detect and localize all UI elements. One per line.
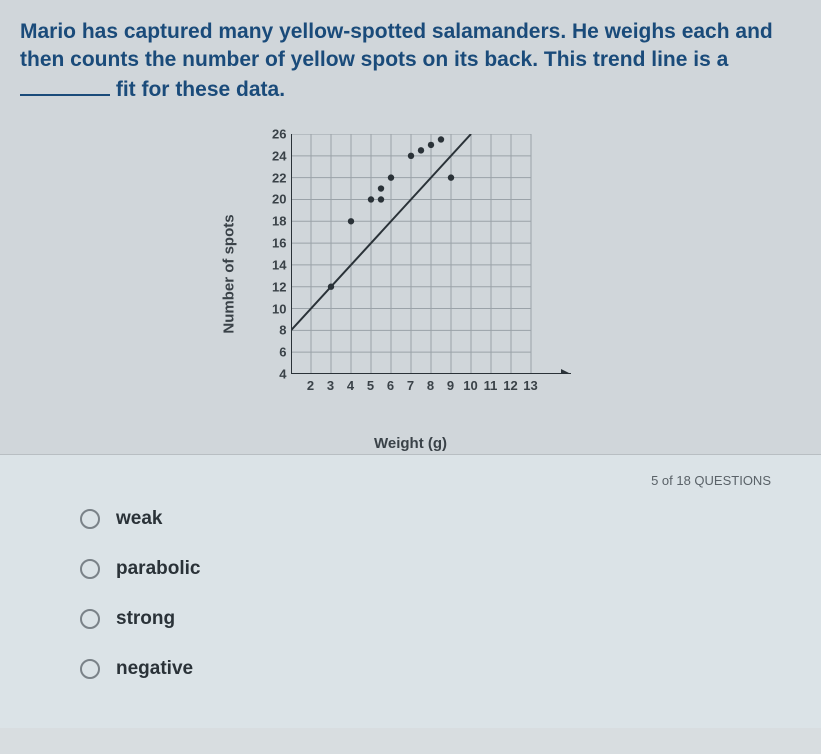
chart-container: Number of spots 468101214161820222426234… [20,124,801,444]
x-tick-label: 11 [484,378,498,393]
radio-icon [80,659,100,679]
plot-area: 4681012141618202224262345678910111213 [291,134,571,374]
y-tick-label: 10 [272,301,286,316]
option-label: strong [116,608,175,630]
radio-icon [80,559,100,579]
x-axis-label: Weight (g) [374,435,447,452]
chart-svg [291,134,571,374]
y-tick-label: 24 [272,148,286,163]
fill-blank [20,75,110,96]
x-tick-label: 10 [463,378,477,393]
question-progress: 5 of 18 QUESTIONS [20,473,801,488]
x-tick-label: 4 [347,378,354,393]
question-panel: Mario has captured many yellow-spotted s… [0,0,821,455]
option-label: weak [116,508,162,530]
y-axis-label: Number of spots [220,214,237,333]
y-tick-label: 8 [279,323,286,338]
scatter-chart: Number of spots 468101214161820222426234… [241,134,581,414]
x-tick-label: 6 [387,378,394,393]
question-text-after: fit for these data. [110,78,285,101]
x-tick-label: 8 [427,378,434,393]
option-negative[interactable]: negative [80,658,801,680]
x-tick-label: 5 [367,378,374,393]
option-weak[interactable]: weak [80,508,801,530]
option-strong[interactable]: strong [80,608,801,630]
radio-icon [80,509,100,529]
answer-panel: 5 of 18 QUESTIONS weak parabolic strong neg… [0,455,821,728]
option-parabolic[interactable]: parabolic [80,558,801,580]
options-list: weak parabolic strong negative [20,508,801,680]
option-label: negative [116,658,193,680]
y-tick-label: 22 [272,170,286,185]
x-tick-label: 9 [447,378,454,393]
y-tick-label: 18 [272,214,286,229]
x-tick-label: 3 [327,378,334,393]
y-tick-label: 6 [279,345,286,360]
question-text-before: Mario has captured many yellow-spotted s… [20,20,773,71]
y-tick-label: 4 [279,367,286,382]
y-tick-label: 20 [272,192,286,207]
x-tick-label: 13 [523,378,537,393]
y-tick-label: 26 [272,127,286,142]
y-tick-label: 12 [272,279,286,294]
x-tick-label: 2 [307,378,314,393]
radio-icon [80,609,100,629]
x-tick-label: 12 [503,378,517,393]
x-tick-label: 7 [407,378,414,393]
option-label: parabolic [116,558,200,580]
y-tick-label: 16 [272,236,286,251]
y-tick-label: 14 [272,257,286,272]
question-text: Mario has captured many yellow-spotted s… [20,18,801,104]
